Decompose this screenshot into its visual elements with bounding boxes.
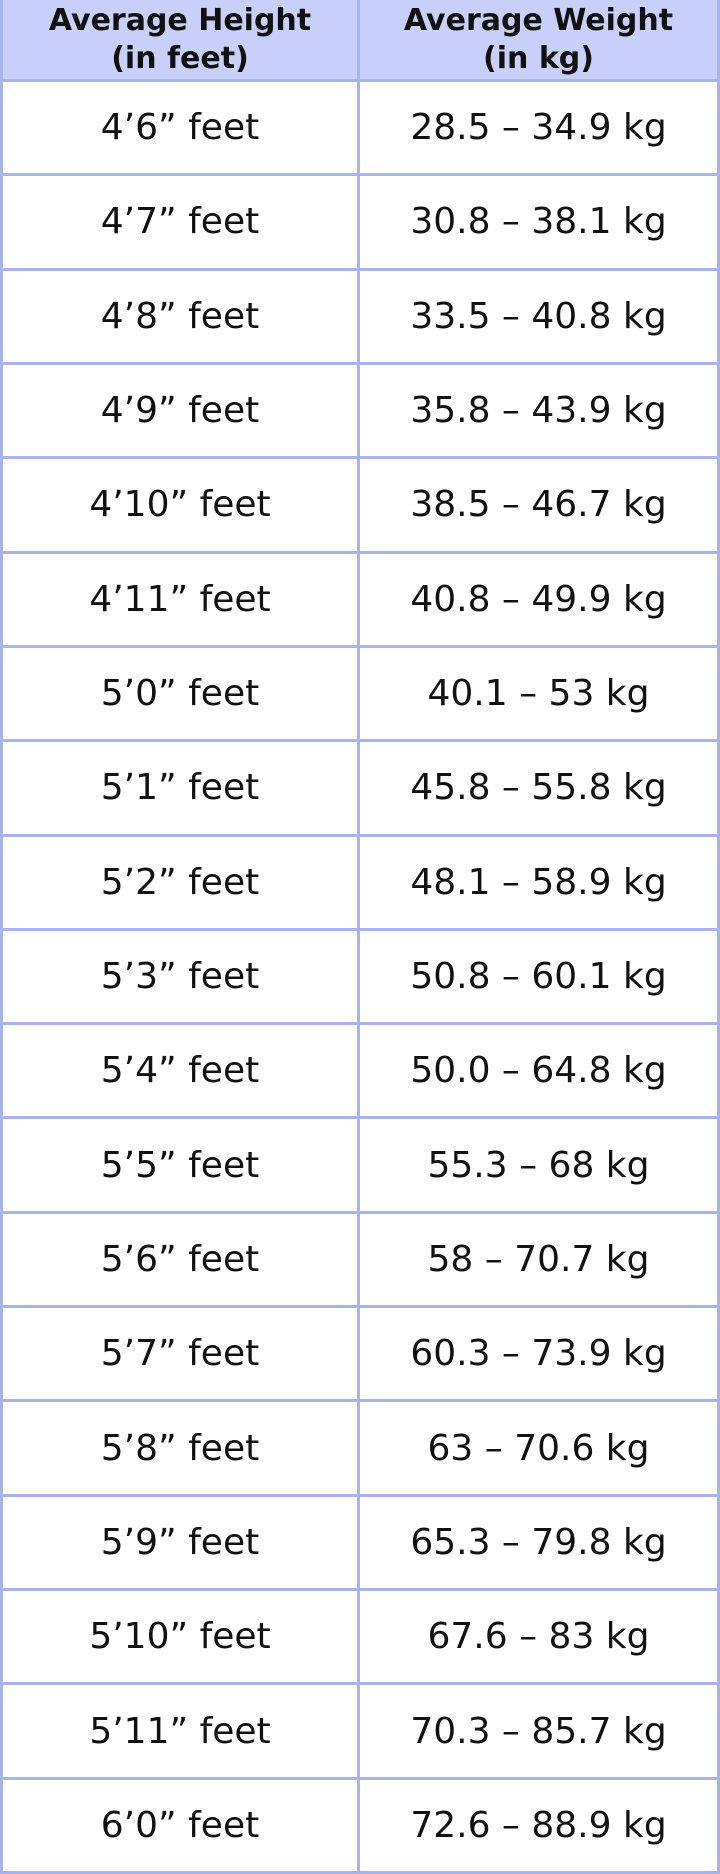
cell-text: 65.3 – 79.8 kg (410, 1521, 667, 1563)
table-cell: 70.3 – 85.7 kg (360, 1685, 720, 1780)
table-cell: 5’0” feet (0, 647, 360, 743)
table-cell: 30.8 – 38.1 kg (360, 176, 720, 271)
table-cell: 63 – 70.6 kg (360, 1402, 720, 1497)
table-cell: 5’8” feet (0, 1402, 360, 1497)
cell-text: 5’0” feet (100, 673, 260, 715)
table-cell: 58 – 70.7 kg (360, 1213, 720, 1309)
cell-text: 48.1 – 58.9 kg (410, 861, 667, 903)
table-cell: 38.5 – 46.7 kg (360, 459, 720, 554)
table-cell: 6’0” feet (0, 1779, 360, 1874)
table-cell: 48.1 – 58.9 kg (360, 836, 720, 931)
table-cell: 5’10” feet (0, 1591, 360, 1686)
cell-text: 4’10” feet (89, 484, 271, 526)
table-cell: 5’1” feet (0, 742, 360, 837)
cell-text: 5’11” feet (89, 1710, 271, 1752)
cell-text: 40.1 – 53 kg (427, 673, 650, 715)
table-cell: 4’10” feet (0, 459, 360, 554)
table-cell: 5’9” feet (0, 1496, 360, 1592)
table-cell: 28.5 – 34.9 kg (360, 82, 720, 177)
cell-text: 35.8 – 43.9 kg (410, 390, 667, 432)
cell-text: 5’10” feet (89, 1616, 271, 1658)
cell-text: 4’6” feet (100, 107, 260, 149)
table-cell: 35.8 – 43.9 kg (360, 364, 720, 460)
table-cell: 33.5 – 40.8 kg (360, 270, 720, 365)
cell-text: 5’5” feet (100, 1144, 260, 1186)
table-cell: 60.3 – 73.9 kg (360, 1308, 720, 1403)
table-cell: 4’11” feet (0, 553, 360, 648)
cell-text: 50.0 – 64.8 kg (410, 1050, 667, 1092)
table-cell: 5’4” feet (0, 1025, 360, 1120)
table-cell: 72.6 – 88.9 kg (360, 1779, 720, 1874)
cell-text: 70.3 – 85.7 kg (410, 1710, 667, 1752)
table-cell: 5’2” feet (0, 836, 360, 931)
cell-text: (in kg) (483, 40, 594, 76)
table-cell: 5’11” feet (0, 1685, 360, 1780)
cell-text: 4’9” feet (100, 390, 260, 432)
cell-text: 58 – 70.7 kg (427, 1238, 650, 1280)
table-cell: 5’7” feet (0, 1308, 360, 1403)
cell-text: 40.8 – 49.9 kg (410, 578, 667, 620)
table-cell: 5’3” feet (0, 930, 360, 1026)
cell-text: 4’7” feet (100, 201, 260, 243)
cell-text: 60.3 – 73.9 kg (410, 1333, 667, 1375)
table-cell: 5’6” feet (0, 1213, 360, 1309)
table-cell: 4’7” feet (0, 176, 360, 271)
cell-text: 30.8 – 38.1 kg (410, 201, 667, 243)
table-cell: 40.1 – 53 kg (360, 647, 720, 743)
table-cell: 65.3 – 79.8 kg (360, 1496, 720, 1592)
cell-text: 63 – 70.6 kg (427, 1427, 650, 1469)
cell-text: 50.8 – 60.1 kg (410, 955, 667, 997)
cell-text: 5’7” feet (100, 1333, 260, 1375)
cell-text: 5’8” feet (100, 1427, 260, 1469)
cell-text: (in feet) (111, 40, 249, 76)
cell-text: 67.6 – 83 kg (427, 1616, 650, 1658)
table-cell: 5’5” feet (0, 1119, 360, 1214)
cell-text: 55.3 – 68 kg (427, 1144, 650, 1186)
table-cell: 45.8 – 55.8 kg (360, 742, 720, 837)
cell-text: 28.5 – 34.9 kg (410, 107, 667, 149)
table-cell: 55.3 – 68 kg (360, 1119, 720, 1214)
cell-text: 6’0” feet (100, 1804, 260, 1846)
cell-text: 5’6” feet (100, 1238, 260, 1280)
header-cell: Average Weight (in kg) (360, 0, 720, 82)
cell-text: 45.8 – 55.8 kg (410, 767, 667, 809)
table-cell: 40.8 – 49.9 kg (360, 553, 720, 648)
cell-text: 5’3” feet (100, 955, 260, 997)
cell-text: 5’2” feet (100, 861, 260, 903)
table-cell: 67.6 – 83 kg (360, 1591, 720, 1686)
cell-text: 72.6 – 88.9 kg (410, 1804, 667, 1846)
table-cell: 4’8” feet (0, 270, 360, 365)
header-cell: Average Height (in feet) (0, 0, 360, 82)
cell-text: 4’11” feet (89, 578, 271, 620)
table-cell: 4’6” feet (0, 82, 360, 177)
cell-text: 4’8” feet (100, 295, 260, 337)
cell-text: 38.5 – 46.7 kg (410, 484, 667, 526)
cell-text: 5’4” feet (100, 1050, 260, 1092)
cell-text: 5’1” feet (100, 767, 260, 809)
cell-text: 5’9” feet (100, 1521, 260, 1563)
table-cell: 50.0 – 64.8 kg (360, 1025, 720, 1120)
cell-text: 33.5 – 40.8 kg (410, 295, 667, 337)
cell-text: Average Height (48, 2, 312, 38)
table-cell: 4’9” feet (0, 364, 360, 460)
cell-text: Average Weight (403, 2, 674, 38)
table-cell: 50.8 – 60.1 kg (360, 930, 720, 1026)
